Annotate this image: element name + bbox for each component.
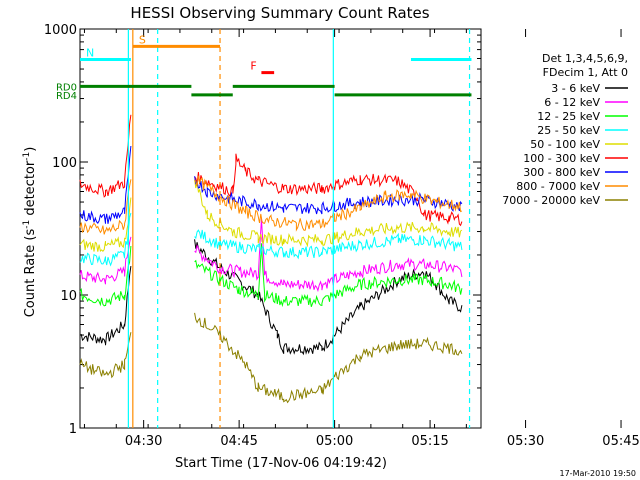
y-tick-label: 10: [60, 289, 77, 304]
series-line: [194, 175, 463, 232]
series-layer: [79, 114, 463, 404]
y-tick-label: 100: [52, 156, 77, 171]
series-line: [79, 145, 132, 224]
state-bar-label: S: [139, 33, 146, 46]
x-tick-label: 05:15: [411, 434, 448, 449]
y-tick-label: 1000: [44, 23, 77, 38]
x-tick-label: 05:45: [602, 434, 639, 449]
legend-entry-label: 6 - 12 keV: [544, 96, 600, 109]
series-line: [79, 179, 132, 235]
series-line: [194, 179, 463, 248]
legend-entry-label: 25 - 50 keV: [537, 124, 600, 137]
series-line: [79, 236, 132, 285]
state-bar-label: F: [250, 60, 256, 73]
series-line: [79, 114, 132, 198]
series-line: [79, 266, 132, 346]
series-line: [79, 212, 132, 267]
series-line: [79, 197, 132, 252]
legend-entry-label: 3 - 6 keV: [551, 82, 600, 95]
state-bar-label: N: [86, 46, 94, 59]
legend-entry-label: 800 - 7000 keV: [516, 180, 600, 193]
y-axis-label: Count Rate (s-1 detector-1): [22, 147, 38, 318]
x-tick-label: 04:30: [125, 434, 162, 449]
series-line: [194, 312, 463, 404]
legend-entry-label: 300 - 800 keV: [523, 166, 600, 179]
x-tick-label: 04:45: [220, 434, 257, 449]
series-line: [194, 229, 463, 260]
legend-header-line: FDecim 1, Att 0: [543, 66, 628, 79]
series-line: [194, 176, 463, 215]
chart-title: HESSI Observing Summary Count Rates: [130, 4, 429, 22]
side-label: RD4: [56, 91, 77, 102]
series-line: [194, 153, 463, 227]
footer-timestamp: 17-Mar-2010 19:50: [560, 469, 637, 478]
side-label: RD0: [56, 82, 77, 93]
series-line: [194, 243, 463, 308]
series-line: [79, 245, 132, 307]
series-line: [79, 332, 132, 379]
series-line: [194, 239, 463, 356]
series-line: [194, 217, 463, 293]
legend-header-line: Det 1,3,4,5,6,9,: [542, 52, 628, 65]
legend-entry-label: 100 - 300 keV: [523, 152, 600, 165]
x-tick-label: 05:30: [507, 434, 544, 449]
legend-entry-label: 50 - 100 keV: [530, 138, 600, 151]
legend: Det 1,3,4,5,6,9,FDecim 1, Att 0 3 - 6 keV…: [502, 52, 628, 207]
legend-entry-label: 7000 - 20000 keV: [502, 194, 600, 207]
y-tick-label: 1: [69, 422, 77, 437]
x-axis-label: Start Time (17-Nov-06 04:19:42): [175, 456, 387, 471]
plot-area: 1 10 100 1000 04:30 04:45 05:00 05:15 05:30 05:45: [44, 23, 640, 449]
plot-frame: [79, 28, 482, 429]
legend-entry-label: 12 - 25 keV: [537, 110, 600, 123]
x-tick-label: 05:00: [316, 434, 353, 449]
